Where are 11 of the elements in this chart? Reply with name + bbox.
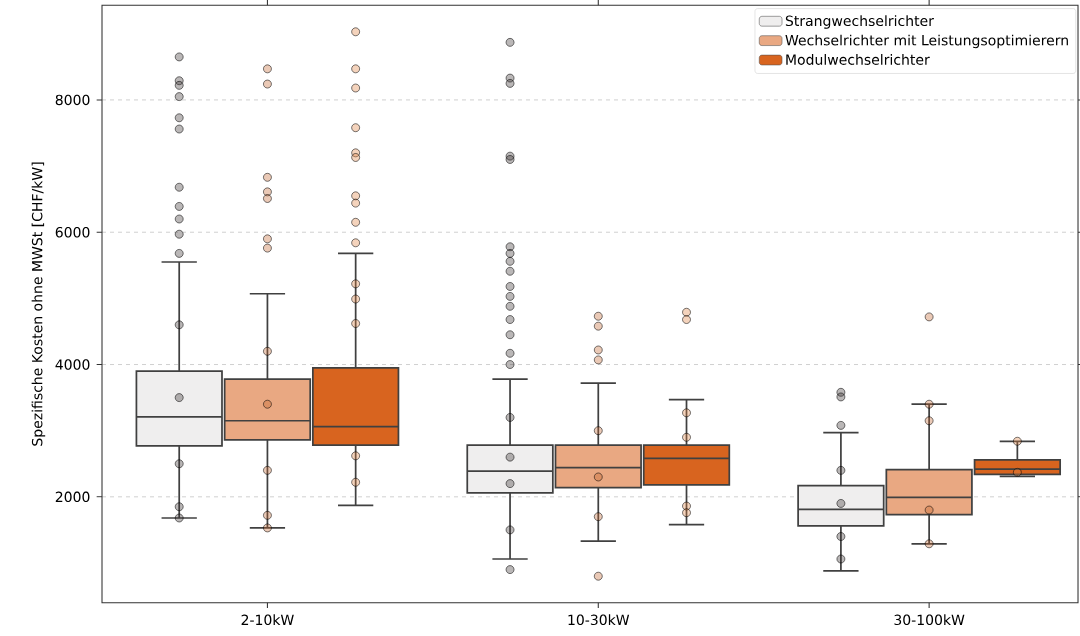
y-axis-title: Spezifische Kosten ohne MWSt [CHF/kW] [31,162,46,446]
x-tick-label: 30-100kW [894,614,965,626]
y-tick-label: 4000 [55,359,90,370]
y-tick-label: 2000 [55,491,90,503]
x-tick-label: 2-10kW [241,614,294,626]
y-tick-label: 8000 [55,94,90,106]
legend-label: Wechselrichter mit Leistungsoptimierern [785,34,1068,49]
y-tick-label: 6000 [55,226,90,238]
legend-label: Modulwechselrichter [786,54,930,65]
x-tick-label: 10-30kW [568,614,630,626]
legend-label: Strangwechselrichter [785,15,934,29]
